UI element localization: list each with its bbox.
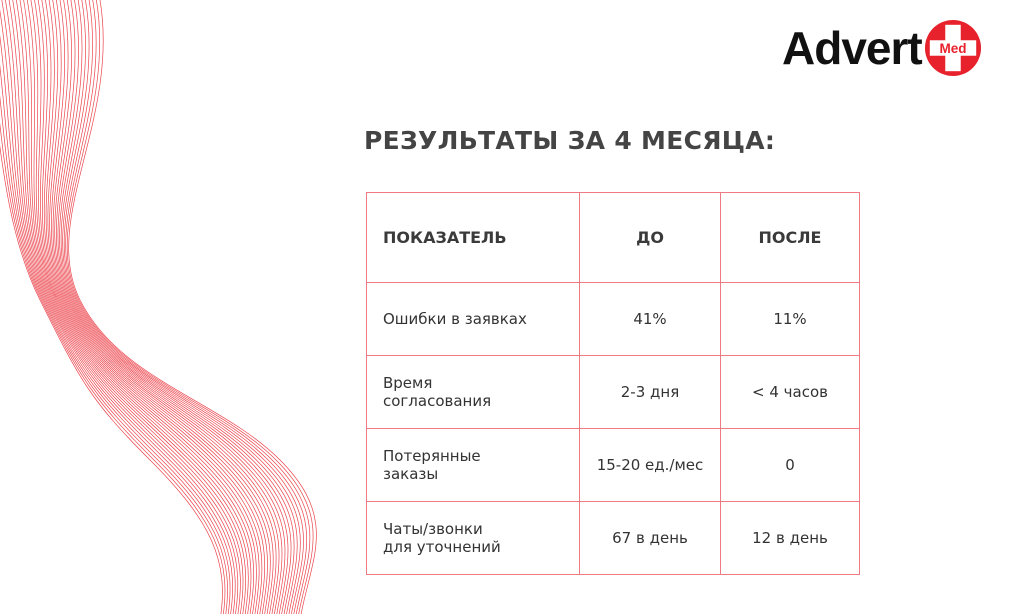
results-table: ПОКАЗАТЕЛЬ ДО ПОСЛЕ Ошибки в заявках 41%…: [366, 192, 860, 575]
cell-indicator: Время согласования: [366, 355, 580, 429]
header-before: ДО: [579, 192, 721, 283]
wave-line: [68, 0, 317, 614]
logo-badge-text: Med: [939, 41, 966, 56]
cell-indicator: Потерянные заказы: [366, 428, 580, 502]
cell-before: 41%: [579, 282, 721, 356]
cell-before: 67 в день: [579, 501, 721, 575]
medical-cross-icon: Med: [924, 19, 981, 77]
wave-line: [0, 122, 226, 614]
cell-before: 2-3 дня: [579, 355, 721, 429]
header-indicator: ПОКАЗАТЕЛЬ: [366, 192, 580, 283]
wave-line: [0, 95, 228, 614]
table-row: Чаты/звонки для уточнений 67 в день 12 в…: [366, 501, 860, 575]
wave-line: [52, 0, 286, 614]
wave-line: [49, 0, 280, 614]
table-row: Ошибки в заявках 41% 11%: [366, 282, 860, 356]
wave-line: [16, 0, 249, 614]
wave-line: [30, 0, 260, 614]
cell-after: 0: [720, 428, 860, 502]
cell-before: 15-20 ед./мес: [579, 428, 721, 502]
wave-line: [63, 0, 308, 614]
table-header-row: ПОКАЗАТЕЛЬ ДО ПОСЛЕ: [366, 192, 860, 283]
wave-line: [34, 0, 263, 614]
wave-line: [37, 0, 265, 614]
table-row: Время согласования 2-3 дня < 4 часов: [366, 355, 860, 429]
page-title: РЕЗУЛЬТАТЫ ЗА 4 МЕСЯЦА:: [364, 126, 776, 155]
wave-line: [26, 0, 257, 614]
wave-line: [62, 0, 304, 614]
table-row: Потерянные заказы 15-20 ед./мес 0: [366, 428, 860, 502]
cell-indicator: Чаты/звонки для уточнений: [366, 501, 580, 575]
decorative-wave-lines: [0, 0, 317, 614]
wave-line: [0, 9, 236, 614]
wave-line: [12, 0, 246, 614]
wave-line: [43, 0, 271, 614]
cell-after: 12 в день: [720, 501, 860, 575]
wave-line: [57, 0, 295, 614]
header-after: ПОСЛЕ: [720, 192, 860, 283]
advertmed-logo: Advert Med: [782, 18, 982, 78]
wave-line: [59, 0, 298, 614]
cell-after: 11%: [720, 282, 860, 356]
wave-line: [65, 0, 311, 614]
wave-line: [54, 0, 289, 614]
wave-line: [41, 0, 268, 614]
wave-line: [19, 0, 252, 614]
cell-indicator: Ошибки в заявках: [366, 282, 580, 356]
wave-line: [47, 0, 277, 614]
wave-line: [23, 0, 255, 614]
wave-line: [0, 34, 233, 614]
wave-line: [45, 0, 274, 614]
wave-line: [8, 0, 244, 614]
wave-line: [1, 0, 239, 614]
wave-line: [5, 0, 241, 614]
wave-line: [0, 64, 231, 614]
wave-line: [55, 0, 292, 614]
logo-text: Advert: [782, 22, 923, 74]
cell-after: < 4 часов: [720, 355, 860, 429]
wave-line: [0, 144, 223, 614]
wave-line: [60, 0, 301, 614]
wave-line: [66, 0, 314, 614]
wave-line: [51, 0, 283, 614]
